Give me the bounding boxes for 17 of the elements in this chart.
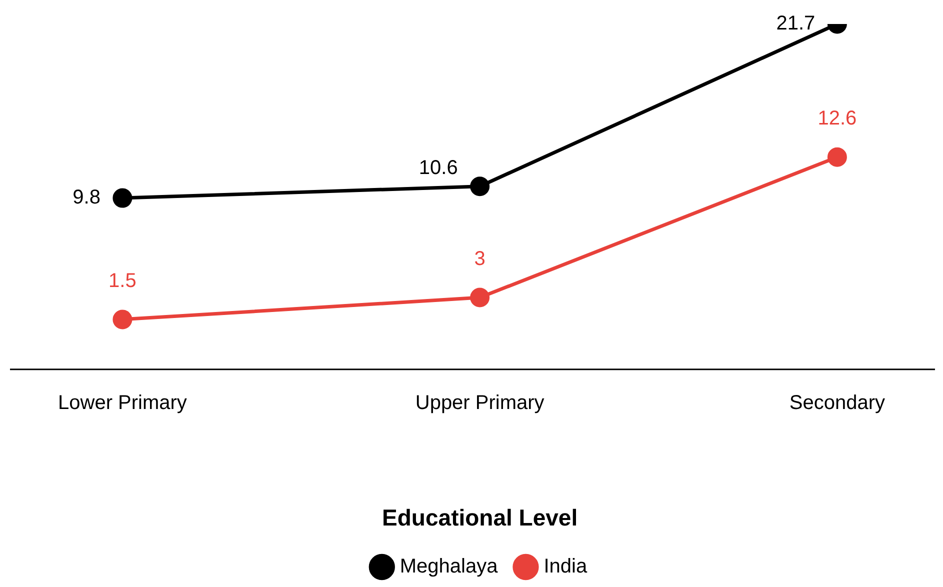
data-label: 9.8 <box>72 186 100 209</box>
point <box>112 310 132 330</box>
point <box>827 147 847 167</box>
point <box>112 188 132 208</box>
data-label: 10.6 <box>418 156 458 179</box>
legend-label: Meghalaya <box>400 556 499 578</box>
data-label: 1.5 <box>108 270 136 292</box>
x-tick-label: Secondary <box>789 392 886 414</box>
x-tick-label: Upper Primary <box>415 392 544 414</box>
legend-label: India <box>544 556 588 578</box>
x-axis-title: Educational Level <box>382 504 578 531</box>
data-label: 21.7 <box>776 12 816 35</box>
data-label: 3 <box>474 248 486 270</box>
x-tick-label: Lower Primary <box>58 392 187 414</box>
point <box>470 288 490 308</box>
point <box>470 176 490 196</box>
data-label: 12.6 <box>818 108 857 130</box>
